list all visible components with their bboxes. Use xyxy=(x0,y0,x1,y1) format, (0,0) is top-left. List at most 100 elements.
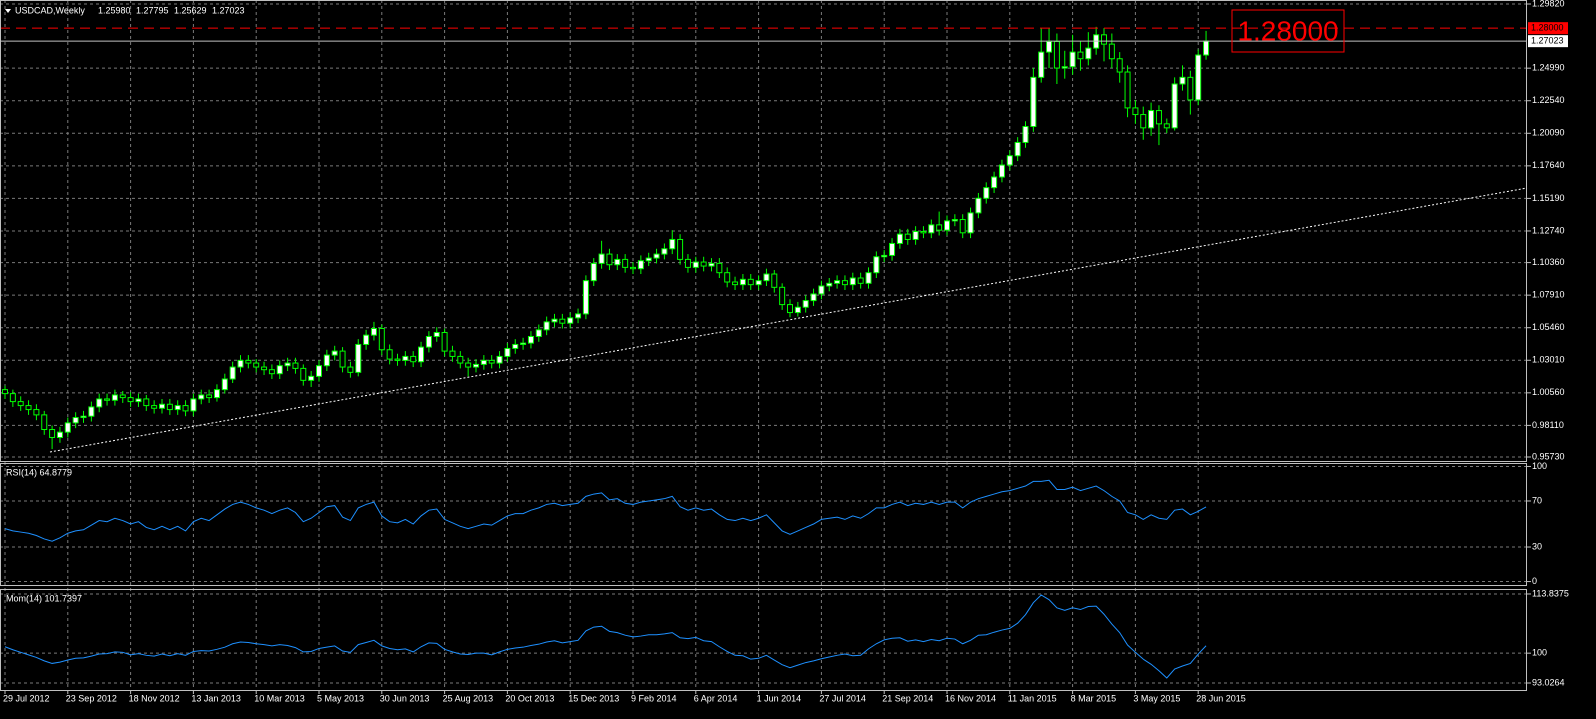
candle-body xyxy=(645,257,652,262)
candle-body xyxy=(127,397,134,403)
candle-body xyxy=(425,335,432,348)
candle-body xyxy=(355,343,362,373)
candle-body xyxy=(1124,71,1131,109)
candle-body xyxy=(386,349,393,360)
candle-body xyxy=(394,358,401,361)
candle-body xyxy=(841,280,848,286)
x-tick-label: 16 Nov 2014 xyxy=(945,693,996,703)
candle-body xyxy=(2,389,8,395)
x-tick-label: 10 Mar 2013 xyxy=(254,693,305,703)
y-tick-label: 1.00560 xyxy=(1532,387,1565,397)
candle-body xyxy=(402,355,409,361)
candle-body xyxy=(316,365,322,377)
price-level-callout: 1.28000 xyxy=(1237,15,1338,46)
candle-body xyxy=(849,277,856,286)
marks xyxy=(0,26,1527,679)
candle-body xyxy=(543,321,550,331)
candle-body xyxy=(276,365,283,375)
y-tick-label: 1.03010 xyxy=(1532,355,1565,365)
candle-body xyxy=(41,414,48,431)
x-tick-label: 9 Feb 2014 xyxy=(631,693,677,703)
candle-body xyxy=(661,248,668,255)
candle-body xyxy=(49,429,56,438)
candle-body xyxy=(684,258,691,268)
candle-body xyxy=(64,422,71,433)
x-tick-label: 1 Jun 2014 xyxy=(757,693,802,703)
candle-body xyxy=(1101,34,1107,45)
candle-body xyxy=(308,375,315,381)
candle-body xyxy=(1116,58,1123,73)
candle-body xyxy=(284,362,291,367)
candle-body xyxy=(159,403,165,409)
candle-body xyxy=(1163,123,1170,129)
candle-body xyxy=(904,233,911,240)
y-tick-label: 1.24990 xyxy=(1532,63,1565,73)
candle-body xyxy=(56,431,63,438)
candle-body xyxy=(991,176,998,189)
candle-body xyxy=(1038,51,1045,78)
candle-body xyxy=(1085,47,1092,60)
candle-body xyxy=(802,300,809,308)
y-tick-label: 1.05460 xyxy=(1532,322,1565,332)
candle-body xyxy=(724,272,731,283)
y-tick-label: 100 xyxy=(1532,648,1547,658)
candle-body xyxy=(33,409,40,416)
candle-body xyxy=(473,363,479,368)
candle-body xyxy=(1022,126,1029,143)
indicator-line xyxy=(4,594,1207,679)
candle-body xyxy=(1155,110,1162,125)
candle-body xyxy=(143,398,150,407)
candle-body xyxy=(669,238,676,250)
candle-body xyxy=(590,262,597,282)
candle-body xyxy=(873,256,880,274)
candle-body xyxy=(1006,155,1013,166)
candle-body xyxy=(1046,40,1053,53)
candle-body xyxy=(653,253,660,259)
candle-body xyxy=(370,328,377,336)
candle-body xyxy=(779,286,786,306)
candle-body xyxy=(206,394,213,399)
y-tick-label: 1.10360 xyxy=(1532,257,1565,267)
candle-body xyxy=(637,260,644,270)
candle-body xyxy=(96,398,103,408)
current-price-label: 1.27023 xyxy=(1531,36,1564,46)
candle-body xyxy=(936,224,943,231)
candle-body xyxy=(363,334,370,345)
y-tick-label: 1.29820 xyxy=(1532,0,1565,8)
candle-body xyxy=(896,233,903,244)
x-tick-label: 21 Sep 2014 xyxy=(882,693,933,703)
candle-body xyxy=(763,273,770,282)
candle-body xyxy=(551,318,558,323)
x-tick-label: 8 Mar 2015 xyxy=(1071,693,1117,703)
y-tick-label: 70 xyxy=(1532,495,1542,505)
ohlc-label: 1.25629 xyxy=(174,5,207,15)
candle-body xyxy=(857,277,864,284)
candle-body xyxy=(928,224,935,234)
candle-body xyxy=(535,329,542,337)
candle-body xyxy=(1061,66,1068,69)
candle-body xyxy=(104,398,111,401)
candle-body xyxy=(998,164,1005,178)
candle-body xyxy=(25,405,32,411)
candle-body xyxy=(323,354,330,367)
candle-body xyxy=(881,254,888,258)
candle-body xyxy=(88,406,95,417)
candle-body xyxy=(457,355,464,364)
candle-body xyxy=(520,342,527,345)
candle-body xyxy=(1132,107,1139,116)
candle-body xyxy=(739,278,746,286)
candle-body xyxy=(606,253,613,266)
x-tick-label: 25 Aug 2013 xyxy=(443,693,494,703)
candle-body xyxy=(810,293,817,302)
x-tick-label: 29 Jul 2012 xyxy=(3,693,50,703)
candle-body xyxy=(182,405,189,412)
panel-title: RSI(14) 64.8779 xyxy=(6,467,72,477)
candle-body xyxy=(433,331,440,337)
candle-body xyxy=(480,359,487,365)
candle-body xyxy=(794,306,801,314)
y-tick-label: 0 xyxy=(1532,576,1537,586)
candle-body xyxy=(292,362,299,369)
candle-body xyxy=(253,362,260,368)
candle-body xyxy=(72,417,79,424)
candle-body xyxy=(920,230,927,234)
